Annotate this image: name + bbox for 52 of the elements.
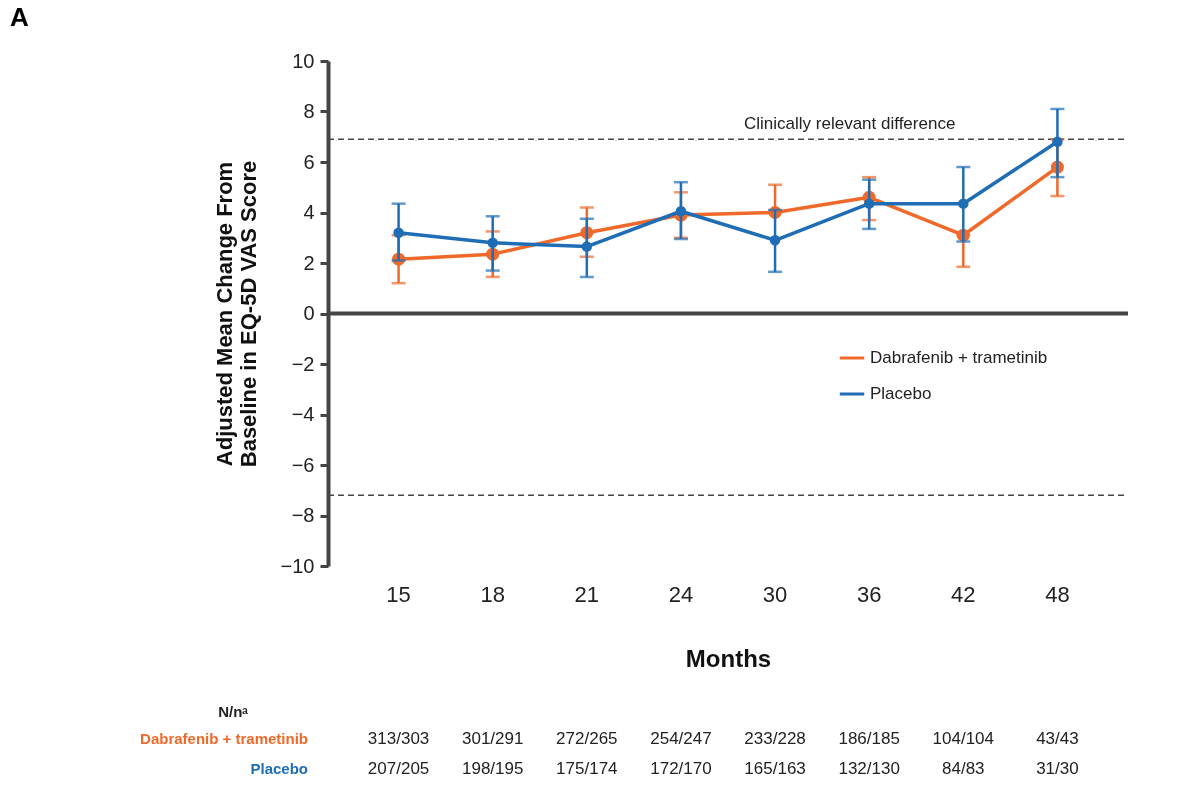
x-tick-label: 36 [856, 581, 882, 607]
x-tick-label: 21 [574, 581, 600, 607]
point [487, 237, 498, 249]
text: 186/185 [838, 729, 900, 748]
text: 175/174 [556, 759, 618, 778]
y-tick-label: 2 [303, 251, 315, 274]
text: Dabrafenib + trametinib [140, 730, 308, 747]
text: 132/130 [838, 759, 900, 778]
x-tick-label: 18 [480, 581, 505, 607]
text: 104/104 [932, 729, 995, 748]
text: N/nᵃ [218, 703, 249, 720]
text: 207/205 [367, 759, 430, 778]
x-tick-label: 15 [386, 581, 411, 607]
x-axis-title: Months [685, 644, 772, 672]
text: 254/247 [650, 729, 712, 748]
y-tick-label: 0 [303, 302, 315, 324]
text: 84/83 [942, 759, 985, 778]
y-tick-label: −6 [291, 453, 315, 476]
text: 43/43 [1036, 729, 1079, 748]
text: 165/163 [744, 759, 806, 778]
y-tick-label: −10 [280, 554, 315, 577]
x-tick-label: 42 [951, 581, 976, 607]
y-tick-label: 10 [292, 49, 315, 72]
y-axis-title: Adjusted Mean Change From Baseline in EQ-5D VAS Score [211, 160, 261, 468]
x-tick-label: 48 [1045, 581, 1070, 607]
text: 172/170 [650, 759, 712, 778]
text: 198/195 [461, 759, 524, 778]
point [1052, 136, 1063, 148]
text: 301/291 [461, 729, 524, 748]
legend-label: Dabrafenib + trametinib [870, 348, 1048, 367]
y-tick-label: 4 [303, 201, 315, 223]
text: 233/228 [744, 729, 806, 748]
text: 313/303 [367, 729, 430, 748]
point [863, 198, 875, 209]
text: 272/265 [556, 729, 618, 748]
x-tick-label: 30 [762, 581, 788, 607]
point [393, 227, 404, 238]
x-tick-label: 24 [668, 581, 694, 607]
point [675, 206, 687, 217]
point [581, 241, 593, 252]
text: A [10, 2, 30, 32]
y-tick-label: −2 [291, 352, 315, 375]
y-tick-label: −8 [291, 504, 315, 526]
legend-label: Placebo [870, 384, 932, 403]
ref-line-label: Clinically relevant difference [744, 114, 956, 134]
y-tick-label: −4 [291, 403, 315, 425]
y-tick-label: 8 [303, 100, 315, 122]
point [769, 235, 781, 246]
y-tick-label: 6 [303, 150, 315, 173]
text: 31/30 [1036, 759, 1079, 778]
point [958, 198, 969, 209]
text: Placebo [250, 760, 308, 777]
